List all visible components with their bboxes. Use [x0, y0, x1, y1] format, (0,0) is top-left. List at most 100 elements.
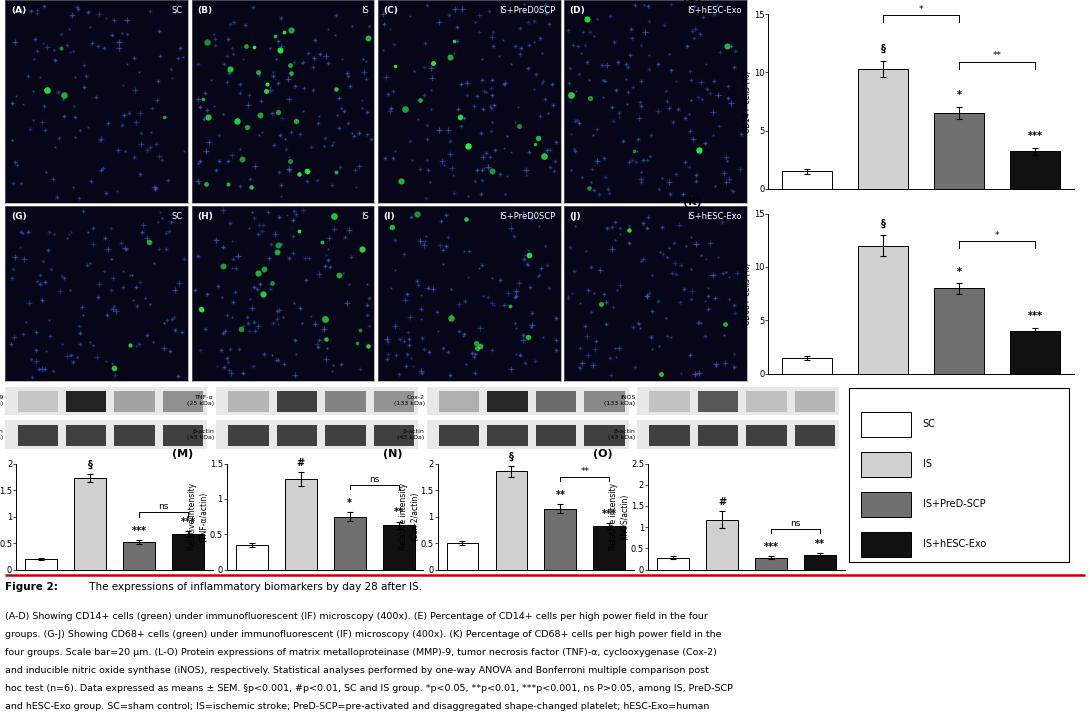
Text: IS: IS	[922, 459, 932, 469]
Text: (D): (D)	[569, 6, 585, 15]
Bar	[74, 478, 106, 570]
Text: ns: ns	[370, 475, 379, 483]
Bar	[638, 421, 839, 449]
Text: (K): (K)	[683, 197, 702, 207]
Text: *: *	[348, 498, 352, 508]
Text: #: #	[296, 458, 305, 468]
Text: TNF-α
(25 kDa): TNF-α (25 kDa)	[187, 395, 214, 406]
Bar	[228, 425, 268, 446]
Text: and hESC-Exo group. SC=sham control; IS=ischemic stroke; PreD-SCP=pre-activated : and hESC-Exo group. SC=sham control; IS=…	[5, 702, 710, 711]
Text: ***: ***	[1028, 311, 1042, 322]
Bar	[795, 392, 835, 412]
Text: groups. (G-J) Showing CD68+ cells (green) under immunofluorescent (IF) microscop: groups. (G-J) Showing CD68+ cells (green…	[5, 629, 722, 639]
Text: The expressions of inflammatory biomarkers by day 28 after IS.: The expressions of inflammatory biomarke…	[86, 582, 423, 592]
Bar	[284, 479, 317, 570]
Bar	[277, 425, 317, 446]
Y-axis label: Relative intensity
(TNF-α/actin): Relative intensity (TNF-α/actin)	[189, 483, 208, 550]
Bar	[325, 392, 365, 412]
Bar	[861, 451, 911, 477]
Bar	[123, 542, 155, 570]
Text: IS+PreD-SCP: IS+PreD-SCP	[922, 499, 985, 509]
Text: IS+PreD0SCP: IS+PreD0SCP	[499, 6, 555, 15]
Text: (G): (G)	[11, 211, 26, 221]
Bar	[747, 425, 787, 446]
Bar	[544, 508, 577, 570]
Text: (M): (M)	[172, 449, 193, 459]
Bar	[114, 425, 155, 446]
Bar	[427, 387, 629, 415]
Bar	[439, 392, 480, 412]
Text: IS+hESC-Exo: IS+hESC-Exo	[687, 211, 741, 221]
Bar	[25, 559, 57, 570]
Bar	[162, 392, 204, 412]
Text: **: **	[993, 51, 1002, 61]
Text: **: **	[815, 539, 825, 549]
Text: (H): (H)	[197, 211, 213, 221]
Bar	[861, 412, 911, 437]
Bar	[5, 421, 207, 449]
Text: ***: ***	[1028, 131, 1042, 141]
Bar	[593, 526, 626, 570]
Bar	[858, 246, 908, 374]
Text: SC: SC	[172, 6, 183, 15]
Y-axis label: Relative intensity
(iNOS/actin): Relative intensity (iNOS/actin)	[609, 483, 630, 550]
Text: **: **	[555, 490, 566, 500]
Bar	[325, 425, 365, 446]
Bar	[861, 491, 911, 517]
Text: (A): (A)	[11, 6, 26, 15]
Text: β-actin
(43 kDa): β-actin (43 kDa)	[0, 429, 3, 440]
Bar	[858, 69, 908, 189]
Text: MMP-9
(92 kDa): MMP-9 (92 kDa)	[0, 395, 3, 406]
Bar	[536, 425, 577, 446]
Bar	[216, 421, 419, 449]
Text: (J): (J)	[569, 211, 581, 221]
Text: IS: IS	[361, 6, 368, 15]
Bar	[17, 425, 58, 446]
Text: ***: ***	[181, 517, 195, 527]
Bar	[5, 387, 207, 415]
Bar	[216, 387, 419, 415]
Bar	[804, 555, 836, 570]
Text: Cox-2
(133 kDa): Cox-2 (133 kDa)	[393, 395, 425, 406]
Bar	[755, 557, 787, 570]
Bar	[487, 392, 528, 412]
Text: Figure 2:: Figure 2:	[5, 582, 59, 592]
Text: β-actin
(43 kDa): β-actin (43 kDa)	[186, 429, 214, 440]
Text: *: *	[995, 231, 1000, 240]
Text: *: *	[957, 266, 961, 276]
Bar	[162, 425, 204, 446]
Bar	[427, 421, 629, 449]
Bar	[383, 525, 414, 570]
Text: IS: IS	[361, 211, 368, 221]
Bar	[66, 392, 107, 412]
Text: §: §	[881, 219, 885, 229]
Text: §: §	[87, 459, 93, 469]
Text: four groups. Scale bar=20 μm. (L-O) Protein expressions of matrix metalloprotein: four groups. Scale bar=20 μm. (L-O) Prot…	[5, 648, 717, 656]
Text: (C): (C)	[384, 6, 398, 15]
Text: SC: SC	[172, 211, 183, 221]
Text: ***: ***	[602, 508, 617, 518]
Bar	[235, 545, 268, 570]
Bar	[747, 392, 787, 412]
Bar	[66, 425, 107, 446]
Bar	[277, 392, 317, 412]
Bar	[650, 392, 690, 412]
Text: §: §	[509, 452, 513, 462]
Text: **: **	[393, 507, 403, 517]
Bar	[584, 425, 625, 446]
Bar	[536, 392, 577, 412]
Bar	[783, 357, 832, 374]
Bar	[1010, 331, 1059, 374]
Bar	[638, 387, 839, 415]
Bar	[374, 425, 414, 446]
Bar	[795, 425, 835, 446]
Text: IS+hESC-Exo: IS+hESC-Exo	[687, 6, 741, 15]
Bar	[783, 172, 832, 189]
Text: (A-D) Showing CD14+ cells (green) under immunofluorescent (IF) microscopy (400x): (A-D) Showing CD14+ cells (green) under …	[5, 612, 709, 621]
Text: (N): (N)	[383, 449, 402, 459]
Text: #: #	[718, 497, 726, 507]
Bar	[698, 425, 738, 446]
Text: *: *	[919, 5, 923, 14]
Text: §: §	[881, 43, 885, 54]
Bar	[706, 520, 738, 570]
